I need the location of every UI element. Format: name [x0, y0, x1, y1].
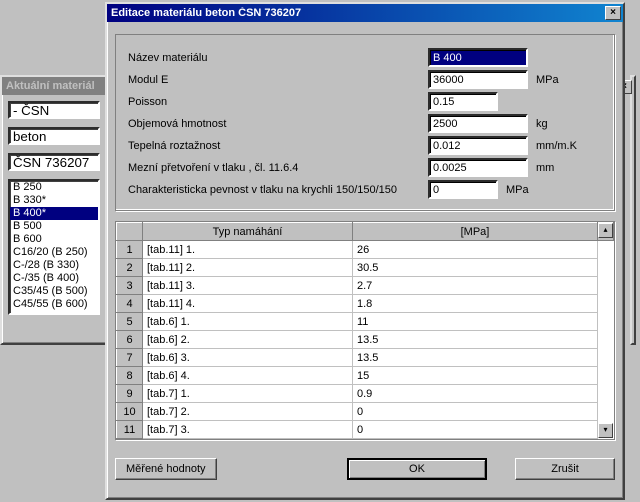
dialog-title: Editace materiálu beton ČSN 736207 [111, 7, 605, 19]
label-pevnost: Charakteristicka pevnost v tlaku na kryc… [128, 184, 448, 196]
dialog-window: Editace materiálu beton ČSN 736207 × Náz… [105, 2, 625, 500]
col-value[interactable]: [MPa] [353, 223, 598, 241]
label-modul-e: Modul E [128, 74, 428, 86]
input-pevnost[interactable] [428, 180, 498, 199]
col-type[interactable]: Typ namáhání [143, 223, 353, 241]
unit-mpa: MPa [536, 74, 591, 86]
cell-value[interactable]: 2.7 [353, 277, 598, 295]
row-header[interactable]: 4 [117, 295, 143, 313]
unit-mm: mm [536, 162, 591, 174]
list-item[interactable]: C-/28 (B 330) [10, 259, 98, 272]
cell-type[interactable]: [tab.6] 1. [143, 313, 353, 331]
close-icon[interactable]: × [605, 6, 621, 20]
unit-mmmk: mm/m.K [536, 140, 591, 152]
list-item[interactable]: B 400* [10, 207, 98, 220]
table-row[interactable]: 10[tab.7] 2.0 [117, 403, 614, 421]
row-header[interactable]: 8 [117, 367, 143, 385]
row-header[interactable]: 6 [117, 331, 143, 349]
table-row[interactable]: 1[tab.11] 1.26 [117, 241, 614, 259]
unit-kg: kg [536, 118, 591, 130]
input-poisson[interactable] [428, 92, 498, 111]
properties-group: Název materiálu Modul E MPa Poisson Obje… [115, 34, 615, 211]
cell-type[interactable]: [tab.7] 1. [143, 385, 353, 403]
list-item[interactable]: B 330* [10, 194, 98, 207]
cell-type[interactable]: [tab.11] 1. [143, 241, 353, 259]
filter-csn[interactable] [8, 101, 100, 119]
unit-mpa2: MPa [506, 184, 561, 196]
row-header[interactable]: 7 [117, 349, 143, 367]
cell-value[interactable]: 0.9 [353, 385, 598, 403]
cell-type[interactable]: [tab.7] 3. [143, 421, 353, 439]
row-header[interactable]: 2 [117, 259, 143, 277]
cell-type[interactable]: [tab.11] 2. [143, 259, 353, 277]
scroll-up-icon[interactable]: ▴ [598, 223, 613, 238]
label-hmotnost: Objemová hmotnost [128, 118, 428, 130]
table-row[interactable]: 3[tab.11] 3.2.7 [117, 277, 614, 295]
cell-type[interactable]: [tab.11] 4. [143, 295, 353, 313]
cell-value[interactable]: 11 [353, 313, 598, 331]
cell-value[interactable]: 0 [353, 421, 598, 439]
list-item[interactable]: C16/20 (B 250) [10, 246, 98, 259]
cell-type[interactable]: [tab.11] 3. [143, 277, 353, 295]
table-row[interactable]: 11[tab.7] 3.0 [117, 421, 614, 439]
filter-beton[interactable] [8, 127, 100, 145]
row-header[interactable]: 1 [117, 241, 143, 259]
table-row[interactable]: 9[tab.7] 1.0.9 [117, 385, 614, 403]
cell-type[interactable]: [tab.6] 3. [143, 349, 353, 367]
list-item[interactable]: B 250 [10, 181, 98, 194]
row-header[interactable]: 11 [117, 421, 143, 439]
row-header[interactable]: 10 [117, 403, 143, 421]
stress-table: Typ namáhání [MPa] ▴ 1[tab.11] 1.262[tab… [115, 221, 615, 440]
input-pretvoreni[interactable] [428, 158, 528, 177]
cell-value[interactable]: 0 [353, 403, 598, 421]
cell-type[interactable]: [tab.7] 2. [143, 403, 353, 421]
list-item[interactable]: C-/35 (B 400) [10, 272, 98, 285]
row-header[interactable]: 9 [117, 385, 143, 403]
filter-norm[interactable] [8, 153, 100, 171]
scroll-down-icon[interactable]: ▾ [598, 423, 613, 438]
cancel-button[interactable]: Zrušit [515, 458, 615, 480]
row-header[interactable]: 3 [117, 277, 143, 295]
input-hmotnost[interactable] [428, 114, 528, 133]
cell-value[interactable]: 13.5 [353, 349, 598, 367]
table-row[interactable]: 8[tab.6] 4.15 [117, 367, 614, 385]
material-listbox[interactable]: B 250B 330*B 400*B 500B 600C16/20 (B 250… [8, 179, 100, 315]
label-poisson: Poisson [128, 96, 428, 108]
list-item[interactable]: B 500 [10, 220, 98, 233]
cell-value[interactable]: 13.5 [353, 331, 598, 349]
list-item[interactable]: C35/45 (B 500) [10, 285, 98, 298]
cell-value[interactable]: 26 [353, 241, 598, 259]
table-row[interactable]: 7[tab.6] 3.13.5 [117, 349, 614, 367]
table-row[interactable]: 5[tab.6] 1.11 [117, 313, 614, 331]
cell-type[interactable]: [tab.6] 4. [143, 367, 353, 385]
row-header[interactable]: 5 [117, 313, 143, 331]
list-item[interactable]: B 600 [10, 233, 98, 246]
measured-values-button[interactable]: Měřené hodnoty [115, 458, 217, 480]
list-item[interactable]: C45/55 (B 600) [10, 298, 98, 311]
obscured-window-edge [630, 75, 636, 345]
cell-value[interactable]: 15 [353, 367, 598, 385]
table-row[interactable]: 2[tab.11] 2.30.5 [117, 259, 614, 277]
input-roztaznost[interactable] [428, 136, 528, 155]
table-row[interactable]: 4[tab.11] 4.1.8 [117, 295, 614, 313]
cell-type[interactable]: [tab.6] 2. [143, 331, 353, 349]
label-pretvoreni: Mezní přetvoření v tlaku , čl. 11.6.4 [128, 162, 428, 174]
label-roztaznost: Tepelná roztažnost [128, 140, 428, 152]
col-rownum[interactable] [117, 223, 143, 241]
input-nazev[interactable] [428, 48, 528, 67]
input-modul-e[interactable] [428, 70, 528, 89]
cell-value[interactable]: 1.8 [353, 295, 598, 313]
table-row[interactable]: 6[tab.6] 2.13.5 [117, 331, 614, 349]
label-nazev: Název materiálu [128, 52, 428, 64]
ok-button[interactable]: OK [347, 458, 487, 480]
dialog-titlebar[interactable]: Editace materiálu beton ČSN 736207 × [107, 4, 623, 22]
cell-value[interactable]: 30.5 [353, 259, 598, 277]
